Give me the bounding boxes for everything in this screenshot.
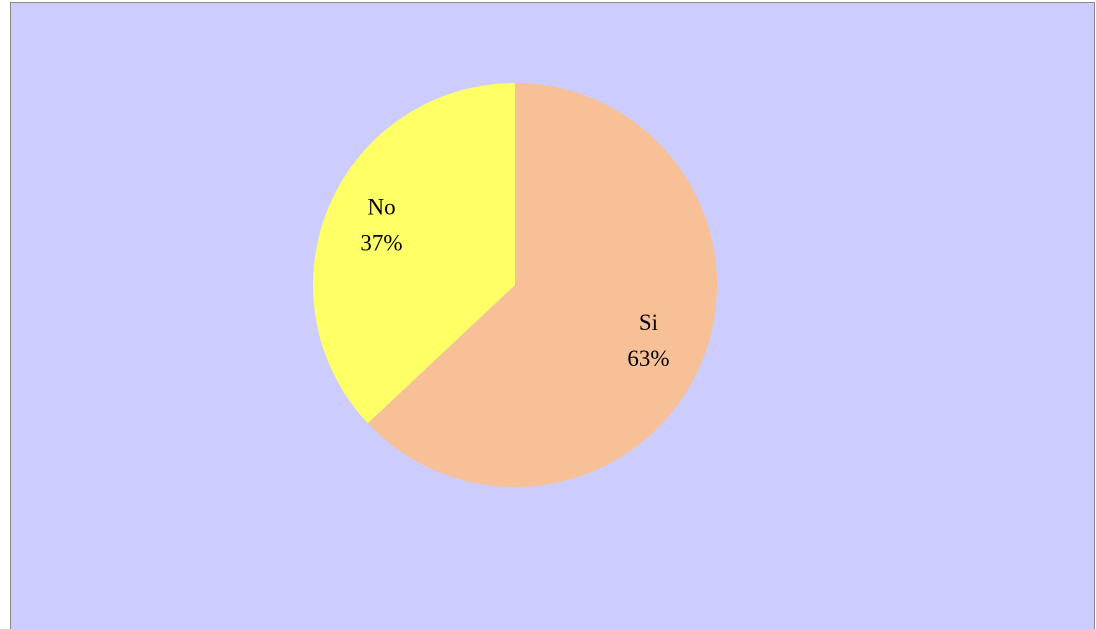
pie-slice	[367, 83, 717, 487]
slice-value-label: 37%	[360, 231, 402, 256]
slice-label: No	[367, 195, 395, 220]
pie-slice	[313, 82, 515, 424]
slice-label: Si	[639, 310, 658, 335]
slice-value-label: 63%	[627, 346, 669, 371]
